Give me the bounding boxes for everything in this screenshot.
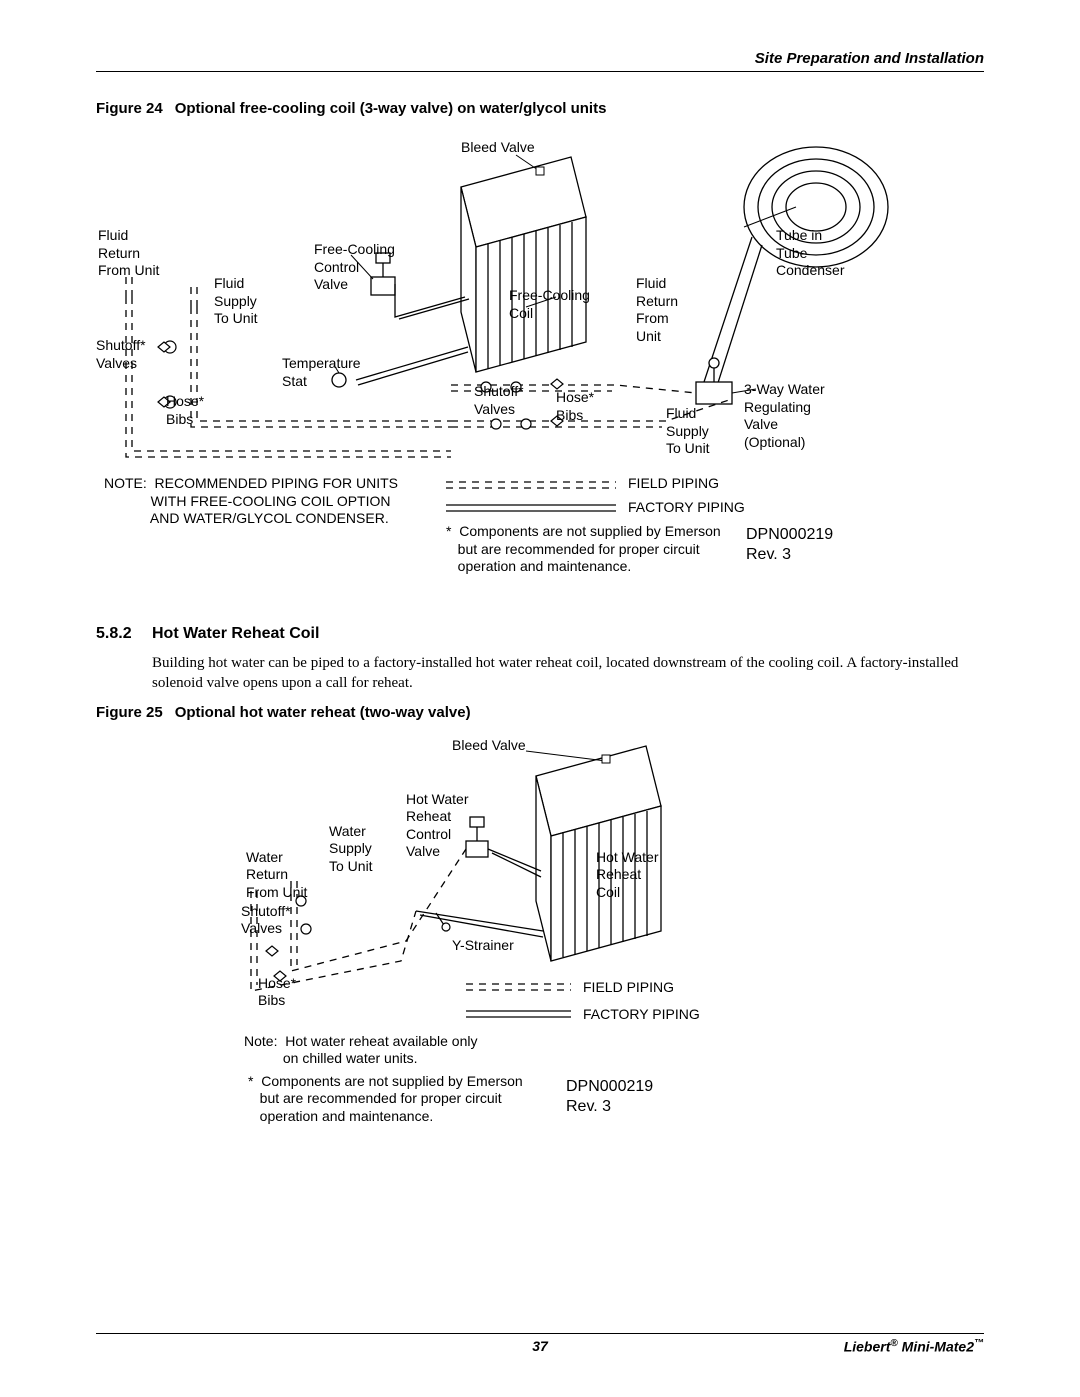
label-shutoff-left: Shutoff* Valves xyxy=(96,337,146,372)
legend-factory-piping-25: FACTORY PIPING xyxy=(583,1006,700,1024)
label-shutoff-mid: Shutoff* Valves xyxy=(474,383,524,418)
legend-field-piping: FIELD PIPING xyxy=(628,475,719,493)
figure-25-svg xyxy=(96,731,984,1131)
label-temperature-stat: Temperature Stat xyxy=(282,355,361,390)
page-number: 37 xyxy=(532,1338,548,1354)
figure-25-number: Figure 25 xyxy=(96,704,163,721)
label-components-note: * Components are not supplied by Emerson… xyxy=(446,523,721,576)
figure-25-caption: Figure 25 Optional hot water reheat (two-… xyxy=(96,704,984,721)
section-582-heading: 5.8.2Hot Water Reheat Coil xyxy=(96,625,984,643)
header-section: Site Preparation and Installation xyxy=(96,50,984,72)
label-fluid-supply-left: Fluid Supply To Unit xyxy=(214,275,258,328)
section-582-title: Hot Water Reheat Coil xyxy=(152,625,319,642)
section-582-number: 5.8.2 xyxy=(96,625,152,643)
label-tube-condenser: Tube in Tube Condenser xyxy=(776,227,845,280)
label-fluid-supply-right: Fluid Supply To Unit xyxy=(666,405,710,458)
label-water-supply: Water Supply To Unit xyxy=(329,823,373,876)
label-shutoff-25: Shutoff* Valves xyxy=(241,903,291,938)
section-582-body: Building hot water can be piped to a fac… xyxy=(152,653,984,694)
label-hw-reheat-coil: Hot Water Reheat Coil xyxy=(596,849,659,902)
label-bleed-valve: Bleed Valve xyxy=(461,139,535,157)
page-footer: 37 Liebert® Mini-Mate2™ xyxy=(96,1333,984,1355)
label-note-25: Note: Hot water reheat available only on… xyxy=(244,1033,477,1068)
label-fc-coil: Free-Cooling Coil xyxy=(509,287,590,322)
label-rev-25: Rev. 3 xyxy=(566,1097,611,1117)
label-note: NOTE: RECOMMENDED PIPING FOR UNITS WITH … xyxy=(104,475,398,528)
label-components-note-25: * Components are not supplied by Emerson… xyxy=(248,1073,523,1126)
label-y-strainer: Y-Strainer xyxy=(452,937,514,955)
label-fc-control-valve: Free-Cooling Control Valve xyxy=(314,241,395,294)
label-fluid-return-left: Fluid Return From Unit xyxy=(98,227,159,280)
label-rev: Rev. 3 xyxy=(746,545,791,565)
product-name: Liebert® Mini-Mate2™ xyxy=(844,1338,984,1355)
figure-24-number: Figure 24 xyxy=(96,100,163,117)
figure-24-caption: Figure 24 Optional free-cooling coil (3-w… xyxy=(96,100,984,117)
label-hose-bibs-left: Hose* Bibs xyxy=(166,393,204,428)
label-dpn: DPN000219 xyxy=(746,525,833,545)
figure-24-diagram: Bleed Valve Fluid Return From Unit Fluid… xyxy=(96,127,984,607)
figure-24-title: Optional free-cooling coil (3-way valve)… xyxy=(175,100,607,117)
legend-field-piping-25: FIELD PIPING xyxy=(583,979,674,997)
label-bleed-valve-25: Bleed Valve xyxy=(452,737,526,755)
label-fluid-return-right: Fluid Return From Unit xyxy=(636,275,678,345)
label-dpn-25: DPN000219 xyxy=(566,1077,653,1097)
figure-25-diagram: Bleed Valve Hot Water Reheat Control Val… xyxy=(96,731,984,1131)
label-3way-valve: 3-Way Water Regulating Valve (Optional) xyxy=(744,381,825,451)
label-hw-control-valve: Hot Water Reheat Control Valve xyxy=(406,791,469,861)
legend-factory-piping: FACTORY PIPING xyxy=(628,499,745,517)
page: Site Preparation and Installation Figure… xyxy=(0,0,1080,1397)
label-hose-bibs-25: Hose* Bibs xyxy=(258,975,296,1010)
label-water-return: Water Return From Unit xyxy=(246,849,307,902)
label-hose-bibs-mid: Hose* Bibs xyxy=(556,389,594,424)
figure-25-title: Optional hot water reheat (two-way valve… xyxy=(175,704,471,721)
